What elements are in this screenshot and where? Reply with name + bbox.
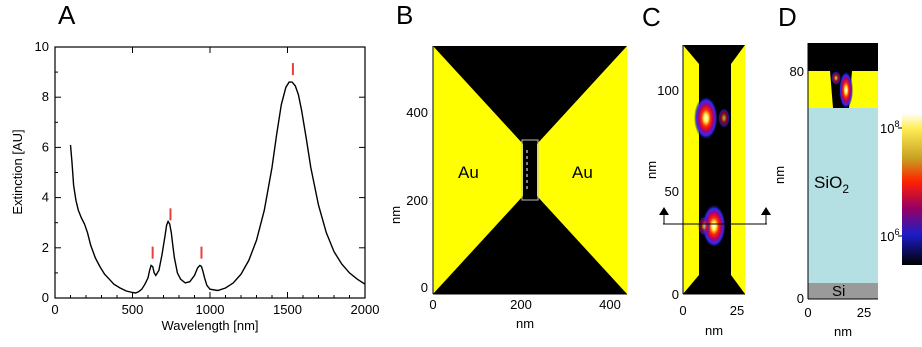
air-region [808, 43, 878, 71]
x-tick-label: 0 [804, 305, 811, 320]
y-tick-label: 0 [42, 290, 49, 305]
panel-a: A 0 500 1000 1500 2000 0 2 4 6 8 10 Wavelength [nm… [10, 0, 379, 333]
left-au-label: Au [458, 163, 479, 182]
y-tick-label: 6 [42, 139, 49, 154]
x-tick-label: 2000 [351, 302, 380, 317]
x-axis-label: Wavelength [nm] [161, 318, 258, 333]
panel-d-label: D [778, 2, 797, 32]
panel-b-label: B [396, 0, 413, 30]
right-gold-triangle [537, 46, 627, 294]
panel-c-label: C [642, 2, 661, 32]
panel-d: D SiO2 Si 0 25 0 80 nm nm [772, 2, 878, 339]
field-hotspot [831, 71, 841, 85]
y-tick-label: 0 [797, 291, 804, 306]
panel-c: C 0 25 0 50 100 nm nm [642, 2, 771, 338]
x-tick-label: 0 [429, 297, 436, 312]
y-axis-label: nm [772, 166, 787, 184]
y-tick-label: 50 [665, 184, 679, 199]
y-tick-label: 200 [406, 193, 428, 208]
y-tick-label: 10 [35, 39, 49, 54]
y-tick-label: 80 [790, 64, 804, 79]
field-hotspot [694, 96, 718, 140]
x-tick-label: 25 [857, 305, 871, 320]
series-line [69, 81, 365, 294]
sio2-label: SiO2 [814, 173, 849, 196]
y-axis-label: nm [644, 161, 659, 179]
y-tick-label: 8 [42, 89, 49, 104]
axis-ticks [54, 46, 366, 299]
peak-markers [151, 63, 294, 259]
x-tick-label: 0 [679, 303, 686, 318]
gap-zoom-box [521, 139, 539, 201]
y-tick-label: 100 [657, 83, 679, 98]
colorbar-tick-label: 108 [880, 119, 899, 136]
arrow-up-icon [659, 207, 669, 215]
x-axis-label: nm [834, 324, 852, 339]
colorbar-tick-label: 106 [880, 227, 899, 244]
y-tick-label: 400 [406, 105, 428, 120]
left-gold-triangle [433, 46, 523, 294]
x-tick-label: 1500 [273, 302, 302, 317]
field-hotspot [698, 216, 710, 236]
x-tick-label: 1000 [196, 302, 225, 317]
y-tick-label: 0 [672, 287, 679, 302]
x-axis-label: nm [516, 316, 534, 331]
x-tick-label: 25 [730, 303, 744, 318]
y-tick-label: 4 [42, 190, 49, 205]
x-tick-label: 400 [599, 297, 621, 312]
y-tick-label: 2 [42, 240, 49, 255]
x-axis-label: nm [705, 323, 723, 338]
field-hotspot [839, 71, 853, 109]
colorbar-gradient [902, 113, 922, 265]
panel-b: B Au Au 0 200 400 0 200 400 nm nm [388, 0, 627, 331]
right-au-label: Au [572, 163, 593, 182]
x-tick-label: 500 [122, 302, 144, 317]
y-axis-label: Extinction [AU] [10, 129, 25, 214]
tick-labels: 0 500 1000 1500 2000 0 2 4 6 8 10 [35, 39, 380, 317]
y-tick-label: 0 [421, 280, 428, 295]
x-tick-label: 0 [51, 302, 58, 317]
field-hotspot [702, 204, 726, 248]
field-hotspot [718, 108, 730, 128]
y-axis-label: nm [388, 206, 403, 224]
plot-frame [54, 46, 366, 299]
si-layer [808, 283, 878, 299]
sio2-layer [808, 108, 878, 283]
panel-a-label: A [58, 0, 76, 30]
gap-channel [683, 45, 745, 294]
x-tick-label: 200 [510, 297, 532, 312]
arrow-up-icon [761, 207, 771, 215]
si-label: Si [832, 283, 845, 300]
colorbar: 108 106 [880, 113, 922, 265]
